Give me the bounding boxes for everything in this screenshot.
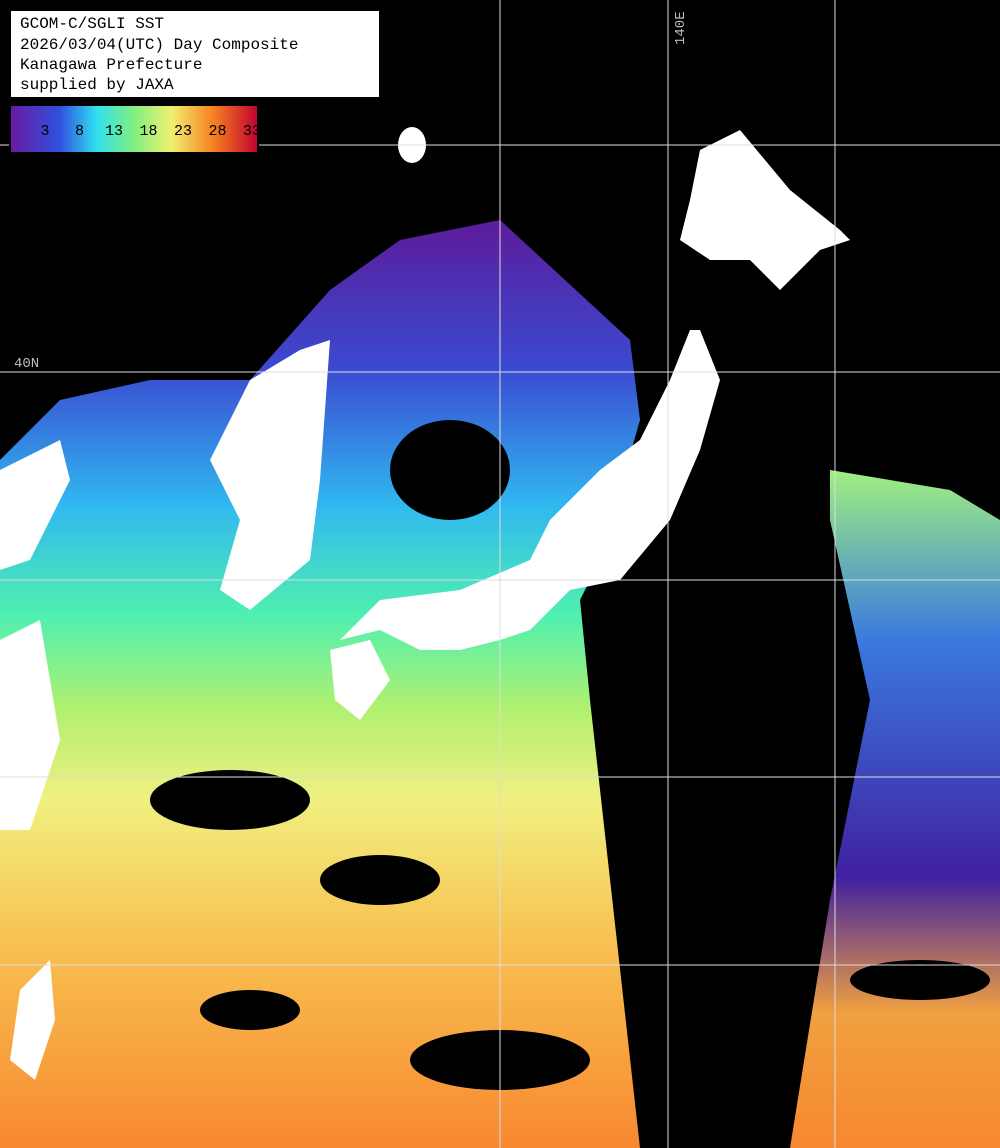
latitude-label: 40N bbox=[14, 356, 39, 372]
header-box bbox=[9, 9, 381, 99]
colorbar-label: 13 bbox=[105, 123, 123, 140]
colorbar-label: 8 bbox=[75, 123, 84, 140]
longitude-label: 140E bbox=[673, 11, 689, 45]
colorbar-label: 33 bbox=[243, 123, 261, 140]
header-line: supplied by JAXA bbox=[20, 76, 174, 94]
colorbar-label: 23 bbox=[174, 123, 192, 140]
colorbar-label: 28 bbox=[208, 123, 226, 140]
colorbar-label: 3 bbox=[40, 123, 49, 140]
header-line: GCOM-C/SGLI SST bbox=[20, 15, 164, 33]
colorbar-label: 18 bbox=[139, 123, 157, 140]
colorbar-labels: 3 8 13 18 23 28 33 bbox=[40, 123, 261, 140]
header-line: Kanagawa Prefecture bbox=[20, 56, 202, 74]
colorbar bbox=[9, 104, 259, 154]
header-line: 2026/03/04(UTC) Day Composite bbox=[20, 36, 298, 54]
